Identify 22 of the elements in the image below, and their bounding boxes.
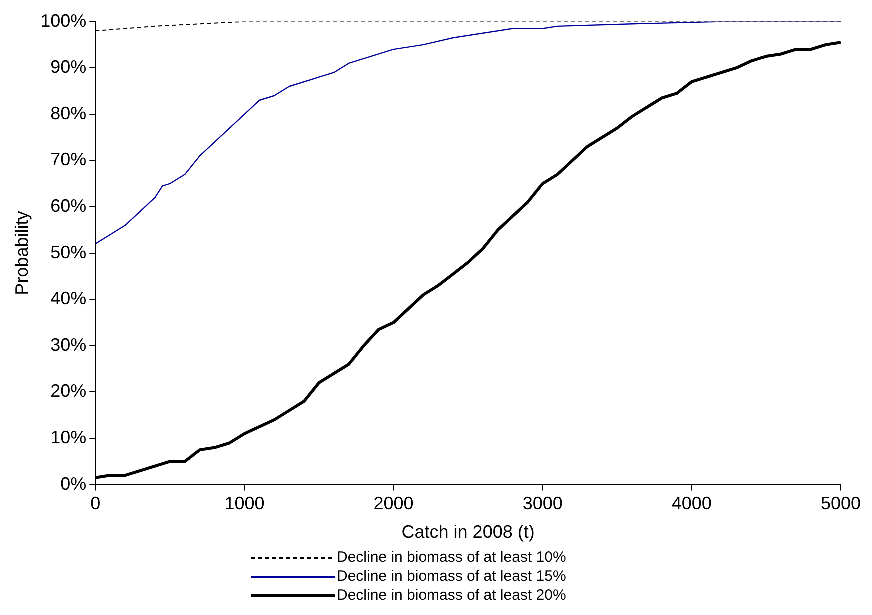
y-tick-label: 60% [50,196,87,216]
y-axis-title: Probability [12,211,32,296]
legend-label: Decline in biomass of at least 10% [337,548,566,567]
legend-label: Decline in biomass of at least 20% [337,586,566,605]
x-tick-label: 2000 [374,494,414,514]
x-axis-title: Catch in 2008 (t) [402,522,535,542]
y-tick-label: 40% [50,288,87,309]
y-tick-label: 70% [50,150,87,170]
y-tick-label: 100% [40,10,87,31]
y-tick-label: 50% [50,242,87,262]
x-tick-label: 4000 [672,494,712,514]
x-tick-label: 0 [90,494,101,514]
y-tick-label: 80% [50,103,87,124]
y-tick-label: 90% [50,57,87,78]
y-tick-label: 30% [50,334,87,355]
y-tick-label: 20% [50,381,87,402]
x-tick-label: 5000 [820,494,861,514]
y-tick-label: 10% [50,427,87,448]
x-tick-label: 3000 [522,494,563,514]
y-tick-label: 0% [60,474,87,494]
x-tick-label: 1000 [224,494,265,514]
legend-label: Decline in biomass of at least 15% [337,567,566,586]
